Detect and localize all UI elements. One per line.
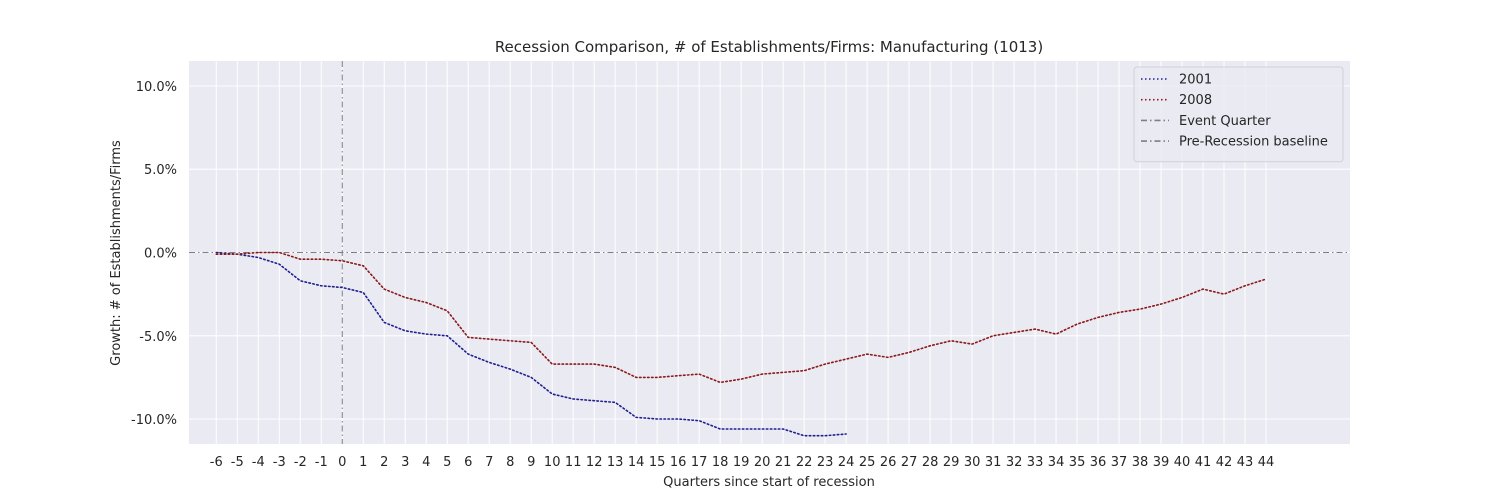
x-tick-label: 31	[985, 455, 1002, 470]
x-tick-label: 23	[817, 455, 834, 470]
x-tick-label: 29	[943, 455, 960, 470]
x-tick-label: 15	[649, 455, 666, 470]
legend-box	[1133, 66, 1344, 163]
y-tick-label: 0.0%	[144, 247, 177, 262]
x-tick-label: 14	[628, 455, 645, 470]
x-tick-label: 26	[880, 455, 897, 470]
x-tick-label: 21	[775, 455, 792, 470]
x-tick-label: 28	[922, 455, 939, 470]
x-tick-label: -1	[315, 455, 328, 470]
y-tick-label: -10.0%	[131, 413, 177, 428]
y-axis-ticks: -10.0% -5.0% 0.0% 5.0% 10.0%	[131, 80, 177, 428]
x-tick-label: 10	[544, 455, 561, 470]
x-tick-label: 0	[338, 455, 346, 470]
y-tick-label: -5.0%	[139, 330, 177, 345]
x-tick-label: 40	[1174, 455, 1191, 470]
x-tick-label: 17	[691, 455, 708, 470]
reference-lines	[189, 61, 1350, 444]
x-tick-label: 25	[859, 455, 876, 470]
x-tick-label: -3	[273, 455, 286, 470]
x-tick-label: 34	[1048, 455, 1065, 470]
legend-label: Pre-Recession baseline	[1179, 135, 1328, 150]
x-tick-label: 39	[1153, 455, 1170, 470]
x-tick-label: 4	[422, 455, 430, 470]
x-tick-label: 27	[901, 455, 918, 470]
x-tick-label: 1	[359, 455, 367, 470]
x-tick-label: -2	[294, 455, 307, 470]
x-tick-label: 32	[1006, 455, 1023, 470]
chart-title: Recession Comparison, # of Establishment…	[495, 38, 1043, 56]
series-2008-line	[215, 251, 1267, 384]
x-tick-label: 44	[1258, 455, 1275, 470]
x-tick-label: 9	[527, 455, 535, 470]
x-tick-label: 11	[565, 455, 582, 470]
x-tick-label: -4	[252, 455, 265, 470]
series-group	[215, 251, 1267, 437]
x-tick-label: 16	[670, 455, 687, 470]
legend: 2001 2008 Event Quarter Pre-Recession basel…	[1133, 66, 1344, 163]
x-tick-label: -5	[231, 455, 244, 470]
x-tick-label: 2	[380, 455, 388, 470]
x-tick-label: 20	[754, 455, 771, 470]
x-tick-label: 41	[1195, 455, 1212, 470]
x-tick-label: 35	[1069, 455, 1086, 470]
x-tick-label: 19	[733, 455, 750, 470]
x-tick-label: 24	[838, 455, 855, 470]
x-tick-label: -6	[210, 455, 223, 470]
y-axis-label: Growth: # of Establishments/Firms	[109, 140, 124, 366]
x-tick-label: 6	[464, 455, 472, 470]
x-tick-label: 18	[712, 455, 729, 470]
x-tick-label: 7	[485, 455, 493, 470]
legend-label: Event Quarter	[1179, 114, 1271, 129]
x-tick-label: 43	[1237, 455, 1254, 470]
x-tick-label: 13	[607, 455, 624, 470]
x-tick-label: 22	[796, 455, 813, 470]
x-axis-ticks: -6 -5 -4 -3 -2 -1 0 1 2 3 4 5 6 7 8 9 10 11 12 13 14 15 16 17 18…	[210, 455, 1274, 470]
x-tick-label: 5	[443, 455, 451, 470]
y-tick-label: 5.0%	[144, 163, 177, 178]
legend-label: 2001	[1179, 73, 1212, 88]
x-tick-label: 37	[1111, 455, 1128, 470]
x-tick-label: 33	[1027, 455, 1044, 470]
x-tick-label: 12	[586, 455, 603, 470]
x-tick-label: 42	[1216, 455, 1233, 470]
x-tick-label: 36	[1090, 455, 1107, 470]
series-2001-line	[215, 251, 847, 437]
x-tick-label: 30	[964, 455, 981, 470]
legend-label: 2008	[1179, 93, 1212, 108]
x-tick-label: 8	[506, 455, 514, 470]
x-tick-label: 38	[1132, 455, 1149, 470]
y-tick-label: 10.0%	[136, 80, 177, 95]
x-tick-label: 3	[401, 455, 409, 470]
x-axis-label: Quarters since start of recession	[663, 475, 875, 490]
